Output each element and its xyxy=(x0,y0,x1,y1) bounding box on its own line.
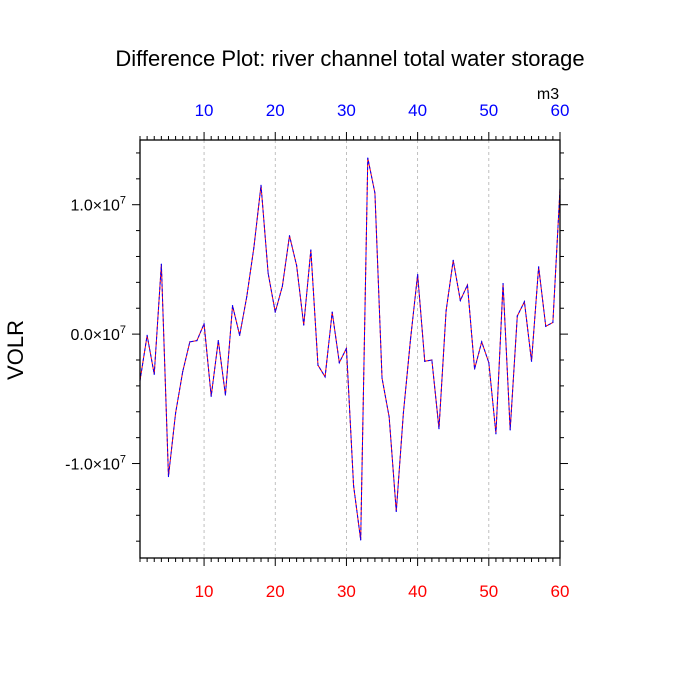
data-point xyxy=(509,429,511,431)
data-point xyxy=(296,264,298,267)
data-point xyxy=(409,338,412,340)
data-point xyxy=(210,395,212,397)
y-tick-label: -1.0×107 xyxy=(65,454,126,474)
data-point xyxy=(431,359,433,361)
grid-lines xyxy=(203,140,490,558)
data-point xyxy=(338,361,340,364)
series-line-dashed xyxy=(139,158,561,540)
data-point xyxy=(424,360,426,362)
data-point xyxy=(466,284,469,286)
data-point xyxy=(239,334,241,337)
x-tick-label-top: 10 xyxy=(195,101,214,120)
data-point xyxy=(352,484,355,487)
data-point xyxy=(402,412,404,414)
data-point xyxy=(459,299,461,302)
x-tick-label-top: 60 xyxy=(551,101,570,120)
data-point xyxy=(395,510,397,513)
data-point xyxy=(381,377,383,379)
data-point xyxy=(231,305,234,307)
data-point xyxy=(146,334,148,337)
data-point xyxy=(246,295,248,298)
tick-labels: 10 10 20 20 30 30 40 40 50 50 60 60 1.0×107 0.0×107 -1… xyxy=(65,101,569,601)
data-point xyxy=(288,235,291,237)
y-tick-label: 0.0×107 xyxy=(70,324,126,344)
data-point xyxy=(530,360,533,362)
y-tick-label: 1.0×107 xyxy=(70,195,126,215)
data-point xyxy=(367,157,369,159)
data-point xyxy=(224,394,227,396)
data-point xyxy=(481,341,483,343)
data-point xyxy=(388,416,390,418)
x-tick-label-bottom: 20 xyxy=(266,582,285,601)
series-lines xyxy=(139,157,561,541)
x-tick-label-top: 50 xyxy=(479,101,498,120)
data-point xyxy=(523,301,526,303)
data-point xyxy=(545,325,547,327)
x-tick-label-top: 20 xyxy=(266,101,285,120)
x-tick-label-bottom: 60 xyxy=(551,582,570,601)
x-tick-label-bottom: 40 xyxy=(408,582,427,601)
data-point xyxy=(438,427,440,430)
data-point xyxy=(160,263,162,265)
data-point xyxy=(303,324,305,326)
data-point xyxy=(274,311,276,313)
data-point xyxy=(196,339,198,342)
data-point xyxy=(310,249,312,251)
x-tick-label-bottom: 30 xyxy=(337,582,356,601)
data-point xyxy=(516,315,518,317)
data-point xyxy=(331,311,333,313)
x-tick-label-top: 40 xyxy=(408,101,427,120)
units-label: m3 xyxy=(537,86,559,103)
x-tick-label-bottom: 10 xyxy=(195,582,214,601)
data-point xyxy=(445,310,447,312)
data-point xyxy=(488,361,490,364)
data-point xyxy=(203,323,205,325)
data-point xyxy=(217,339,219,342)
chart-title: Difference Plot: river channel total wat… xyxy=(115,46,584,71)
data-point xyxy=(317,364,319,366)
series-line-solid xyxy=(139,158,561,540)
axis-ticks xyxy=(132,132,568,566)
data-point xyxy=(324,376,326,378)
data-point xyxy=(502,283,504,285)
x-tick-label-top: 30 xyxy=(337,101,356,120)
x-tick-label-bottom: 50 xyxy=(479,582,498,601)
data-point xyxy=(182,371,184,373)
data-point xyxy=(473,368,476,370)
y-axis-label: VOLR xyxy=(3,320,28,380)
data-point xyxy=(374,192,376,194)
data-point xyxy=(167,475,170,478)
data-point xyxy=(538,266,540,268)
data-point xyxy=(552,321,554,324)
data-point xyxy=(281,285,283,287)
data-point xyxy=(189,341,191,343)
data-point xyxy=(153,373,155,375)
data-point xyxy=(174,412,177,414)
data-point xyxy=(495,433,497,435)
data-point xyxy=(360,539,362,541)
data-point xyxy=(452,259,454,261)
data-point xyxy=(260,184,262,186)
data-point xyxy=(345,347,348,349)
plot-frame xyxy=(139,139,561,559)
data-point xyxy=(267,272,269,274)
data-point xyxy=(417,273,419,276)
data-point xyxy=(253,246,255,249)
